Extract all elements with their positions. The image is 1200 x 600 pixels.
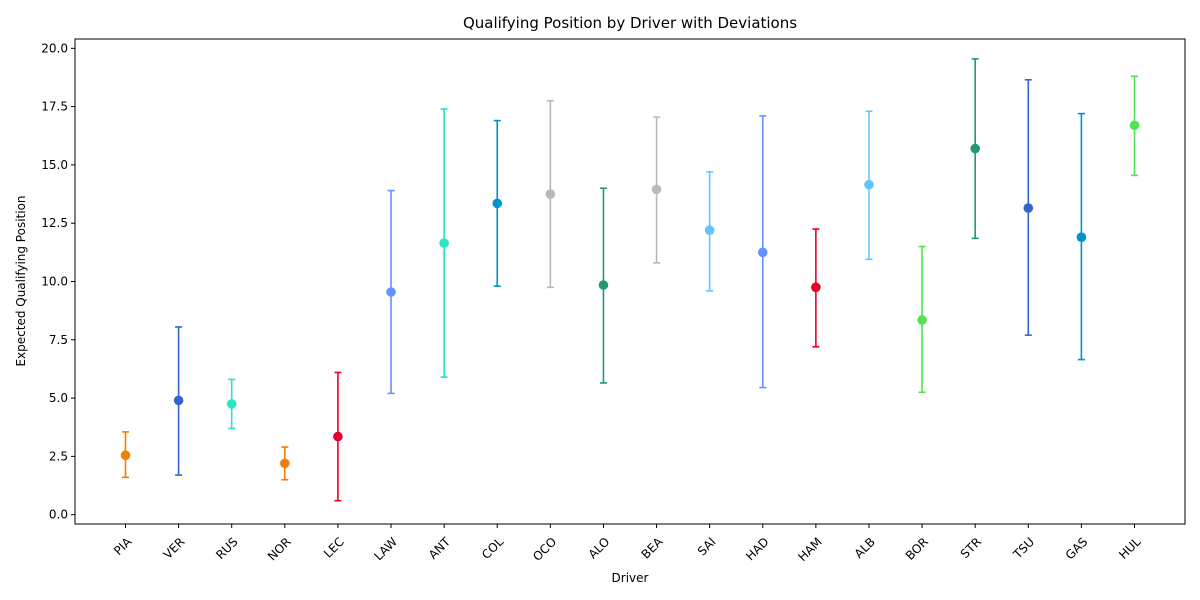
driver-point-ham <box>811 228 821 348</box>
driver-point-bea <box>651 116 662 264</box>
x-tick-label: VER <box>161 535 188 562</box>
value-marker <box>1023 203 1034 213</box>
x-tick-label: HAM <box>795 535 824 564</box>
x-tick-label: BOR <box>903 535 931 563</box>
value-marker <box>598 280 609 290</box>
driver-point-law <box>386 189 396 395</box>
value-marker <box>120 450 131 461</box>
driver-point-ant <box>439 108 449 378</box>
value-marker <box>1076 232 1087 242</box>
value-marker <box>280 458 290 469</box>
driver-point-col <box>492 119 503 287</box>
chart-title: Qualifying Position by Driver with Devia… <box>463 14 797 32</box>
value-marker <box>917 315 927 325</box>
driver-point-nor <box>280 446 290 481</box>
driver-point-str <box>970 58 980 240</box>
value-marker <box>811 282 821 293</box>
y-axis-label: Expected Qualifying Position <box>14 195 28 366</box>
y-tick-label: 12.5 <box>41 216 68 230</box>
driver-point-oco <box>545 99 556 289</box>
driver-point-pia <box>120 431 131 479</box>
value-marker <box>1129 120 1140 131</box>
y-axis-ticks: 0.0 2.5 5.0 7.5 10.0 12.5 15.0 17.5 20.0 <box>41 41 75 522</box>
x-tick-label: HUL <box>1116 534 1143 561</box>
driver-point-bor <box>917 245 927 394</box>
x-tick-label: TSU <box>1010 535 1037 562</box>
driver-point-rus <box>226 378 237 430</box>
x-tick-label: LEC <box>321 535 347 561</box>
y-tick-label: 15.0 <box>41 158 68 172</box>
value-marker <box>970 143 980 154</box>
driver-point-had <box>757 115 768 389</box>
value-marker <box>386 287 396 297</box>
value-marker <box>439 238 449 248</box>
driver-point-alb <box>864 110 874 261</box>
driver-point-gas <box>1076 112 1087 361</box>
x-tick-label: NOR <box>265 535 294 564</box>
value-marker <box>545 189 556 199</box>
value-marker <box>226 399 237 409</box>
driver-point-tsu <box>1023 79 1034 336</box>
x-axis-label: Driver <box>612 571 649 585</box>
value-marker <box>757 247 768 258</box>
value-marker <box>651 184 662 195</box>
value-marker <box>864 179 874 190</box>
driver-series <box>120 58 1140 502</box>
x-tick-label: BEA <box>639 534 666 561</box>
x-tick-label: HAD <box>743 535 772 564</box>
y-tick-label: 20.0 <box>41 41 68 55</box>
x-tick-label: STR <box>958 535 984 561</box>
x-tick-label: LAW <box>371 535 400 564</box>
x-tick-label: OCO <box>530 535 559 564</box>
x-axis-ticks: PIA VER RUS NOR LEC LAW ANT COL OCO ALO BEA SAI HAD H… <box>111 524 1144 564</box>
x-tick-label: RUS <box>213 535 240 562</box>
x-tick-label: GAS <box>1063 535 1091 563</box>
value-marker <box>173 395 184 406</box>
x-tick-label: ANT <box>426 534 454 562</box>
y-tick-label: 0.0 <box>49 508 68 522</box>
x-tick-label: COL <box>479 534 506 561</box>
plot-frame <box>74 38 1186 525</box>
y-tick-label: 5.0 <box>49 391 68 405</box>
y-tick-label: 17.5 <box>41 100 68 114</box>
x-tick-label: PIA <box>111 534 135 558</box>
x-tick-label: ALB <box>852 535 878 561</box>
y-tick-label: 7.5 <box>49 333 68 347</box>
value-marker <box>333 431 343 442</box>
driver-point-hul <box>1129 75 1140 177</box>
driver-point-ver <box>173 326 184 476</box>
driver-point-alo <box>598 187 609 384</box>
x-tick-label: ALO <box>586 535 613 562</box>
y-tick-label: 2.5 <box>49 449 68 463</box>
value-marker <box>704 225 715 236</box>
value-marker <box>492 198 503 209</box>
x-tick-label: SAI <box>695 535 719 559</box>
driver-point-sai <box>704 171 715 292</box>
y-tick-label: 10.0 <box>41 275 68 289</box>
driver-point-lec <box>333 371 343 502</box>
